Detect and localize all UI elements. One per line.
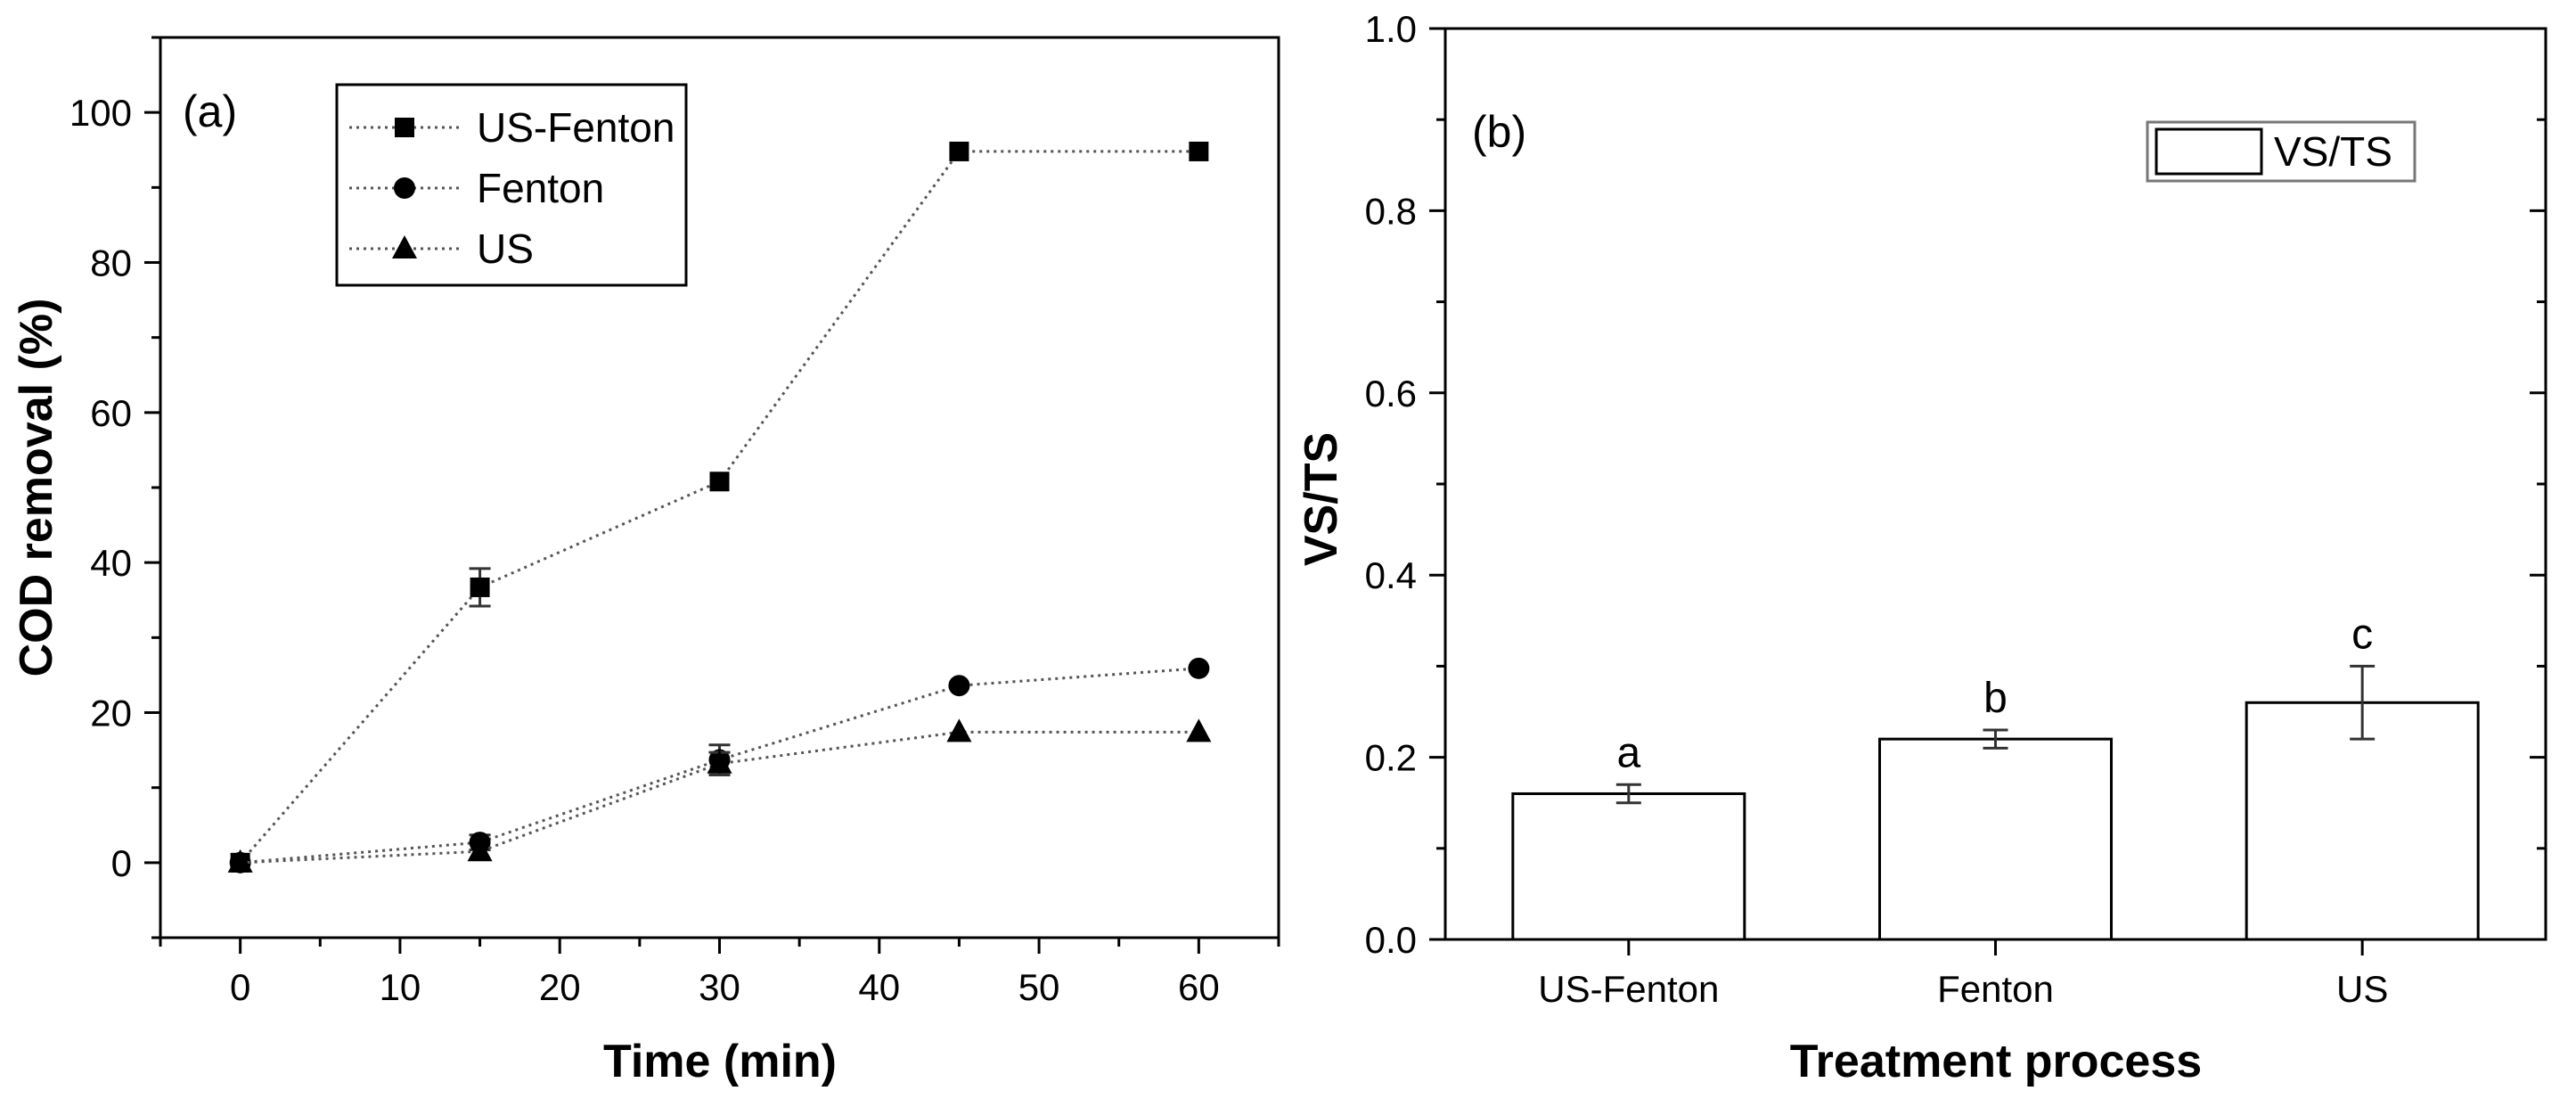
panel-b-label: (b) [1472,107,1526,157]
b-y-ticks: 0.0 0.2 0.4 0.6 0.8 1.0 [1365,8,2546,961]
b-legend: VS/TS [2146,120,2417,183]
a-data-point [709,472,730,492]
b-bar-group: c [2245,611,2480,941]
a-legend-item: Fenton [349,165,604,211]
a-series-group [227,141,1212,873]
b-bars-group: a b c [1511,611,2480,941]
b-y-tick-label: 0.6 [1365,373,1417,414]
b-y-tick-label: 0.4 [1365,554,1417,596]
b-x-tick-label: US [2336,968,2388,1010]
panel-a-label: (a) [183,86,237,136]
b-x-tick-label: Fenton [1937,968,2054,1010]
a-legend-label: Fenton [477,165,604,211]
a-x-ticks: 0 10 20 30 40 50 60 [159,938,1280,1008]
b-bar [1878,737,2113,941]
b-bar-group: a [1511,729,1746,941]
b-bar [1511,791,1746,941]
b-y-tick-label: 0.2 [1365,737,1417,779]
a-data-point [227,849,253,873]
a-data-point [948,675,970,697]
b-x-tick-label: US-Fenton [1538,968,1719,1010]
b-x-ticks: US-Fenton Fenton US [1538,939,2388,1010]
a-x-tick-label: 0 [230,966,250,1008]
b-bar [2245,701,2480,941]
a-x-tick-label: 40 [858,966,900,1008]
b-y-tick-label: 0.8 [1365,190,1417,232]
a-legend-marker [395,118,414,137]
a-legend-marker [394,177,415,199]
a-data-point [470,577,490,597]
a-data-point [946,718,972,742]
a-legend: US-Fenton Fenton US [335,83,688,287]
a-y-tick-label: 0 [111,842,132,884]
a-x-axis-title: Time (min) [603,1036,837,1087]
a-data-point [1188,657,1210,679]
b-significance-letter: b [1983,675,2008,722]
b-y-tick-label: 0.0 [1365,919,1417,961]
b-bar-group: b [1878,675,2113,941]
b-x-axis-title: Treatment process [1790,1036,2202,1087]
b-significance-letter: c [2351,611,2373,658]
a-legend-marker [392,235,417,258]
a-y-tick-label: 100 [70,92,132,134]
a-y-axis-title: COD removal (%) [11,299,62,677]
a-data-point [1186,718,1212,742]
a-y-tick-label: 80 [90,242,132,284]
a-legend-item: US [349,226,534,272]
a-x-tick-label: 30 [699,966,740,1008]
b-significance-letter: a [1616,729,1640,776]
a-series-line [239,150,1199,864]
a-x-tick-label: 60 [1178,966,1220,1008]
b-y-tick-label: 1.0 [1365,8,1417,50]
a-legend-label: US [477,226,534,272]
a-x-tick-label: 50 [1018,966,1060,1008]
a-x-tick-label: 20 [539,966,581,1008]
b-y-axis-title: VS/TS [1296,432,1347,566]
a-data-point [707,750,732,774]
a-legend-item: US-Fenton [349,104,675,151]
b-legend-swatch [2155,127,2263,176]
a-y-ticks: 0 20 40 60 80 100 [70,36,160,939]
panel-a: (a) 0 10 20 30 40 50 60 0 20 40 60 80 100 US-Fenton… [11,36,1280,1087]
a-data-point [467,838,493,862]
a-x-tick-label: 10 [380,966,421,1008]
panel-b: (b) US-Fenton Fenton US 0.0 0.2 0.4 0.6 0.8 1.0… [1296,8,2547,1087]
a-data-point [1189,141,1209,161]
a-data-point [949,141,969,161]
a-y-tick-label: 40 [90,542,132,584]
a-y-tick-label: 60 [90,392,132,434]
a-y-tick-label: 20 [90,693,132,734]
b-legend-label: VS/TS [2274,128,2392,175]
a-legend-label: US-Fenton [477,104,675,151]
a-series-us [227,718,1212,873]
